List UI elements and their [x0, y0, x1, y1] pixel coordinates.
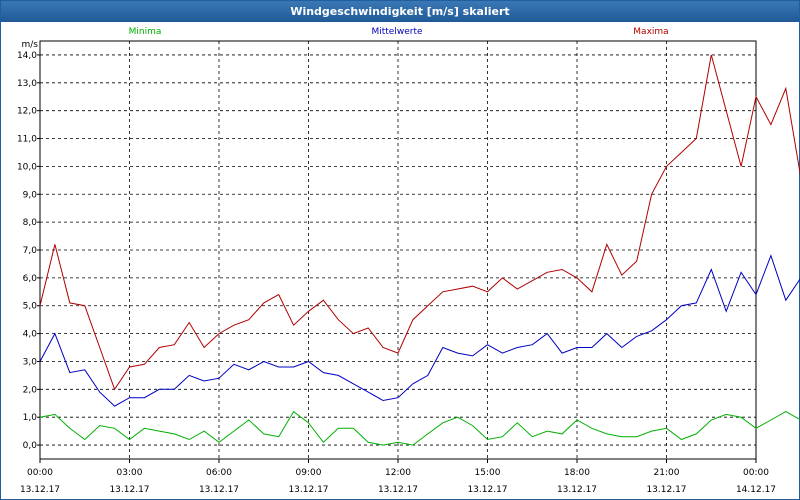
chart-title: Windgeschwindigkeit [m/s] skaliert	[1, 1, 799, 22]
y-tick-label: 12,0	[17, 107, 37, 117]
y-tick-label: 11,0	[17, 135, 37, 145]
x-tick-date: 13.12.17	[288, 485, 328, 495]
x-tick-time: 12:00	[385, 468, 411, 478]
x-tick-time: 00:00	[27, 468, 53, 478]
y-tick-label: 4,0	[23, 330, 38, 340]
y-tick-label: 14,0	[17, 51, 37, 61]
y-tick-label: 7,0	[23, 246, 38, 256]
y-axis-ticks: 0,0 1,0 2,0 3,0 4,0 5,0 6,0 7,0 8,0 9,0 10,0 11,0 12…	[17, 51, 40, 451]
x-tick-date: 13.12.17	[646, 485, 686, 495]
y-tick-label: 13,0	[17, 79, 37, 89]
y-tick-label: 3,0	[23, 357, 38, 367]
legend-maxima: Maxima	[633, 27, 668, 37]
series-lines	[39, 54, 800, 446]
x-tick-time: 09:00	[296, 468, 322, 478]
series-line-minima	[39, 410, 800, 446]
legend-minima: Minima	[129, 27, 162, 37]
y-tick-label: 9,0	[23, 190, 38, 200]
y-tick-label: 2,0	[23, 385, 38, 395]
x-tick-time: 06:00	[206, 468, 232, 478]
x-tick-date: 13.12.17	[109, 485, 149, 495]
y-tick-label: 10,0	[17, 162, 37, 172]
y-tick-label: 6,0	[23, 274, 38, 284]
y-tick-label: 5,0	[23, 302, 38, 312]
x-tick-date: 13.12.17	[467, 485, 507, 495]
x-tick-time: 18:00	[564, 468, 590, 478]
x-tick-date: 13.12.17	[199, 485, 239, 495]
x-tick-date: 14.12.17	[736, 485, 776, 495]
x-axis-ticks: 00:00 13.12.17 03:00 13.12.17 06:00 13.12.17 0…	[20, 459, 776, 495]
y-axis-label: m/s	[22, 40, 39, 50]
y-tick-label: 8,0	[23, 218, 38, 228]
y-tick-label: 1,0	[23, 413, 38, 423]
series-line-mittelwerte	[39, 254, 800, 407]
y-tick-label: 0,0	[23, 441, 38, 451]
x-tick-date: 13.12.17	[557, 485, 597, 495]
series-line-maxima	[39, 54, 800, 391]
x-tick-time: 00:00	[743, 468, 769, 478]
x-tick-time: 03:00	[117, 468, 143, 478]
x-tick-date: 13.12.17	[20, 485, 60, 495]
x-tick-time: 21:00	[654, 468, 680, 478]
legend-mittelwerte: Mittelwerte	[371, 27, 422, 37]
x-tick-time: 15:00	[475, 468, 501, 478]
x-tick-date: 13.12.17	[378, 485, 418, 495]
gridlines	[40, 41, 756, 459]
